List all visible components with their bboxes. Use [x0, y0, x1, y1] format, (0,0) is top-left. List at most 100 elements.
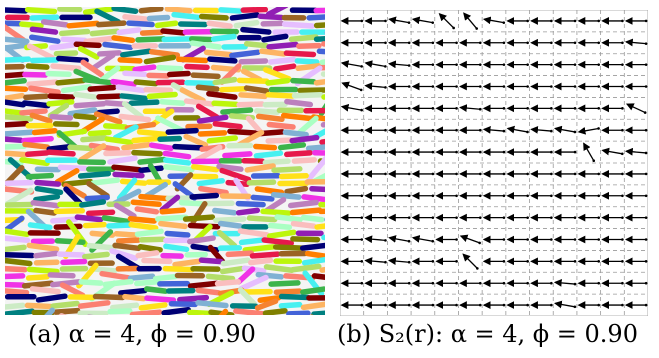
director-arrow-tail [384, 107, 387, 110]
rod [121, 142, 152, 151]
rod [260, 208, 292, 216]
rod [311, 310, 325, 315]
director-arrow [625, 103, 646, 114]
director-arrow-tail [550, 194, 553, 198]
director-arrow-tail [360, 41, 364, 45]
director-arrow-tail [597, 41, 601, 45]
rod [205, 273, 236, 282]
rod [236, 101, 265, 108]
rod-packing-image [5, 7, 325, 315]
rod [163, 243, 190, 253]
director-arrow-tail [643, 111, 647, 114]
rod [238, 58, 269, 65]
director-arrow-tail [644, 238, 648, 241]
rod [319, 266, 325, 273]
director-arrow-tail [526, 19, 529, 23]
rod [128, 221, 159, 231]
director-arrow [388, 257, 410, 265]
director-arrow-tail [621, 172, 624, 176]
rod [159, 207, 187, 215]
rod [5, 302, 26, 310]
director-arrow-tail [550, 260, 553, 263]
rod [189, 36, 214, 43]
rod [314, 223, 325, 230]
rod [288, 34, 319, 42]
rod [321, 94, 325, 100]
rod [289, 134, 320, 144]
rod [60, 258, 88, 266]
rod [111, 164, 143, 173]
director-arrow [553, 300, 575, 309]
rod [154, 20, 179, 29]
rod [265, 7, 289, 17]
director-arrow-tail [478, 241, 481, 245]
director-arrow-tail [431, 216, 435, 219]
director-arrow [388, 60, 410, 69]
director-arrow-tail [597, 216, 601, 219]
director-arrow [553, 279, 576, 287]
director-arrow-tail [573, 41, 577, 45]
rod [34, 179, 62, 187]
rod [319, 138, 325, 145]
rod [96, 50, 122, 57]
rod [50, 279, 82, 288]
rod [127, 216, 157, 224]
director-arrow-tail [478, 281, 482, 285]
rod [207, 56, 238, 64]
rod [259, 48, 287, 57]
rod [136, 129, 168, 138]
rod [102, 41, 134, 51]
rod [86, 180, 110, 199]
director-arrow-tail [360, 172, 364, 176]
rod [5, 20, 23, 27]
rod [5, 143, 27, 150]
rod [26, 242, 60, 252]
director-arrow [388, 16, 410, 25]
director-arrow-tail [455, 216, 458, 219]
rod [187, 280, 220, 289]
director-arrow-tail [360, 194, 364, 198]
rod [24, 150, 50, 158]
rod [141, 257, 173, 265]
rod [301, 256, 325, 266]
director-arrow-tail [526, 172, 529, 176]
director-arrow-tail [526, 260, 529, 263]
rod [132, 64, 157, 73]
rod [50, 216, 79, 224]
rod [218, 7, 243, 14]
rod [101, 215, 130, 225]
rod [54, 168, 80, 185]
rod [198, 185, 229, 196]
rod [184, 79, 216, 87]
director-arrow-tail [502, 238, 506, 241]
director-arrow-tail [526, 150, 529, 154]
director-arrow-tail [407, 107, 411, 110]
rod [19, 21, 44, 29]
director-arrow-tail [478, 85, 482, 88]
director-arrow [364, 60, 386, 68]
rod [255, 113, 285, 123]
rod [118, 287, 148, 296]
director-arrow [438, 12, 455, 29]
rod [291, 157, 318, 164]
rod [100, 65, 121, 83]
director-arrow-tail [644, 63, 648, 66]
rod [211, 100, 240, 108]
rod [21, 100, 51, 109]
rod [261, 33, 289, 43]
rod [264, 197, 287, 213]
rod [138, 302, 168, 311]
rod [26, 43, 56, 61]
rod [238, 274, 269, 292]
director-arrow-tail [384, 172, 387, 176]
director-arrow-tail [407, 85, 411, 88]
rod [189, 192, 220, 200]
director-arrow-tail [407, 281, 411, 285]
rod [290, 77, 317, 85]
rod [107, 308, 133, 315]
director-arrow-tail [478, 172, 482, 176]
rod [158, 220, 188, 230]
director-arrow-tail [478, 150, 482, 154]
rod [155, 115, 185, 134]
director-arrow [482, 16, 504, 25]
